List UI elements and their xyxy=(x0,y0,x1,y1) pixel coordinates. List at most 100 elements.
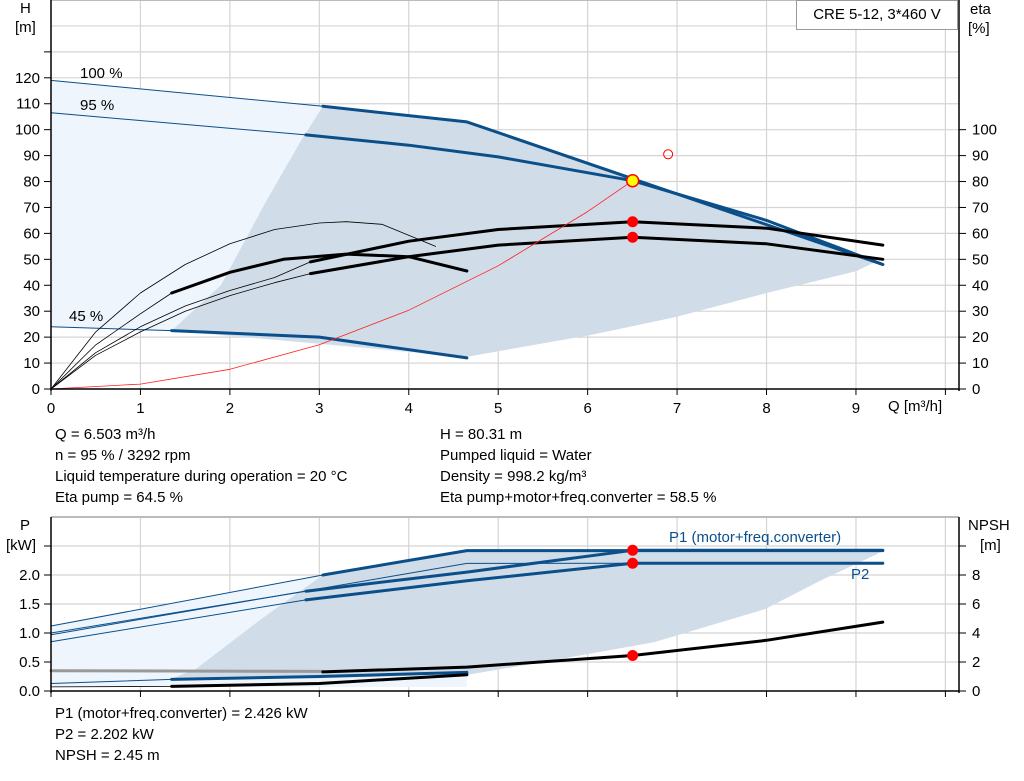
curve-h xyxy=(321,104,885,266)
curve-p xyxy=(50,678,173,684)
curve-h xyxy=(50,79,324,107)
y-axis-unit-eta: [%] xyxy=(968,20,990,37)
system-curve-end-marker xyxy=(663,149,674,160)
y-tick-label-right: 0 xyxy=(972,683,980,700)
y-axis-title-p: P xyxy=(20,517,31,534)
curve-p xyxy=(170,673,469,688)
curve-p xyxy=(50,590,307,634)
y-tick-label-left: 0.0 xyxy=(19,683,40,700)
curve-label-100: 100 % xyxy=(80,65,123,82)
p1-marker xyxy=(627,544,639,556)
readout-eta-pump: Eta pump = 64.5 % xyxy=(55,489,183,506)
x-tick-label: 0 xyxy=(47,400,55,417)
y-tick-label-left: 0.5 xyxy=(19,654,40,671)
curve-label-p2: P2 xyxy=(851,566,870,583)
readout-npsh: NPSH = 2.45 m xyxy=(55,747,160,764)
curve-h xyxy=(170,329,469,360)
y-tick-label-left: 1.5 xyxy=(19,596,40,613)
readout-density: Density = 998.2 kg/m³ xyxy=(440,468,587,485)
curve-eta xyxy=(50,273,311,390)
readout-head: H = 80.31 m xyxy=(440,426,523,443)
x-tick-label: 2 xyxy=(226,400,234,417)
curve-h xyxy=(304,133,885,266)
x-axis-title-q: Q [m³/h] xyxy=(888,398,943,415)
x-tick-label: 7 xyxy=(673,400,681,417)
x-tick-label: 6 xyxy=(583,400,591,417)
readout-liquid-temp: Liquid temperature during operation = 20… xyxy=(55,468,348,485)
curve-eta xyxy=(308,220,885,264)
x-tick-label: 9 xyxy=(852,400,860,417)
curve-eta xyxy=(50,292,173,390)
y-tick-label-right: 40 xyxy=(972,277,989,294)
operating-point-marker xyxy=(625,173,640,188)
p2-marker xyxy=(627,557,639,569)
y-tick-label-left: 20 xyxy=(23,329,40,346)
readout-flow: Q = 6.503 m³/h xyxy=(55,426,156,443)
y-tick-label-right: 90 xyxy=(972,148,989,165)
y-tick-label-left: 0 xyxy=(32,381,40,398)
y-tick-label-right: 100 xyxy=(972,122,997,139)
y-tick-label-left: 10 xyxy=(23,355,40,372)
y-tick-label-right: 30 xyxy=(972,303,989,320)
y-axis-title-npsh: NPSH xyxy=(968,517,1010,534)
curve-label-p1: P1 (motor+freq.converter) xyxy=(669,529,842,546)
x-tick-label: 5 xyxy=(494,400,502,417)
y-tick-label-left: 40 xyxy=(23,277,40,294)
eta-total-marker xyxy=(627,231,639,243)
curve-label-95: 95 % xyxy=(80,97,115,114)
y-tick-label-left: 30 xyxy=(23,303,40,320)
eta-pump-marker xyxy=(627,216,639,228)
y-tick-label-left: 2.0 xyxy=(19,567,40,584)
y-tick-label-right: 70 xyxy=(972,199,989,216)
curve-eta xyxy=(50,261,311,390)
readout-eta-total: Eta pump+motor+freq.converter = 58.5 % xyxy=(440,489,717,506)
y-tick-label-left: 60 xyxy=(23,225,40,242)
curve-h xyxy=(50,326,173,332)
x-tick-label: 4 xyxy=(405,400,413,417)
readout-p1: P1 (motor+freq.converter) = 2.426 kW xyxy=(55,705,308,722)
system-curve xyxy=(50,180,633,390)
curve-label-45: 45 % xyxy=(69,308,104,325)
curve-p xyxy=(170,670,469,681)
curve-p xyxy=(50,574,324,627)
y-axis-unit-npsh: [m] xyxy=(980,537,1001,554)
power-npsh-chart: 0.0 0.5 1.0 1.5 2.0 0 2 4 6 8 xyxy=(19,516,980,700)
y-axis-title-h: H xyxy=(20,0,31,17)
curve-eta xyxy=(308,235,885,276)
curve-p xyxy=(304,561,885,602)
y-tick-label-right: 60 xyxy=(972,225,989,242)
curve-h xyxy=(50,112,307,136)
y-tick-label-left: 80 xyxy=(23,174,40,191)
y-tick-label-left: 110 xyxy=(16,96,40,113)
x-tick-label: 3 xyxy=(315,400,323,417)
y-tick-label-left: 70 xyxy=(23,199,40,216)
readout-pumped-liquid: Pumped liquid = Water xyxy=(440,447,592,464)
y-tick-label-right: 80 xyxy=(972,174,989,191)
curve-p xyxy=(50,562,634,636)
gray-operating-region xyxy=(169,550,883,680)
readout-p2: P2 = 2.202 kW xyxy=(55,726,154,743)
y-tick-label-left: 120 xyxy=(15,70,40,87)
x-tick-label: 1 xyxy=(136,400,144,417)
pump-model-box: CRE 5-12, 3*460 V xyxy=(796,0,958,30)
curve-p xyxy=(50,686,173,688)
curve-eta xyxy=(50,221,437,390)
y-tick-label-left: 1.0 xyxy=(19,625,40,642)
y-tick-label-right: 8 xyxy=(972,567,980,584)
y-tick-label-left: 50 xyxy=(23,251,40,268)
curve-eta xyxy=(170,252,469,295)
y-tick-label-right: 4 xyxy=(972,625,980,642)
y-axis-title-eta: eta xyxy=(970,1,991,18)
y-tick-label-right: 2 xyxy=(972,654,980,671)
y-tick-label-right: 10 xyxy=(972,355,989,372)
y-tick-label-right: 50 xyxy=(972,251,989,268)
npsh-marker xyxy=(627,649,639,661)
y-tick-label-left: 90 xyxy=(23,148,40,165)
x-tick-label: 8 xyxy=(762,400,770,417)
gray-operating-region xyxy=(171,106,883,357)
y-tick-label-right: 0 xyxy=(972,381,980,398)
y-axis-unit-p: [kW] xyxy=(6,537,36,554)
y-tick-label-right: 6 xyxy=(972,596,980,613)
y-axis-unit-h: [m] xyxy=(15,19,36,36)
y-tick-label-right: 20 xyxy=(972,329,989,346)
